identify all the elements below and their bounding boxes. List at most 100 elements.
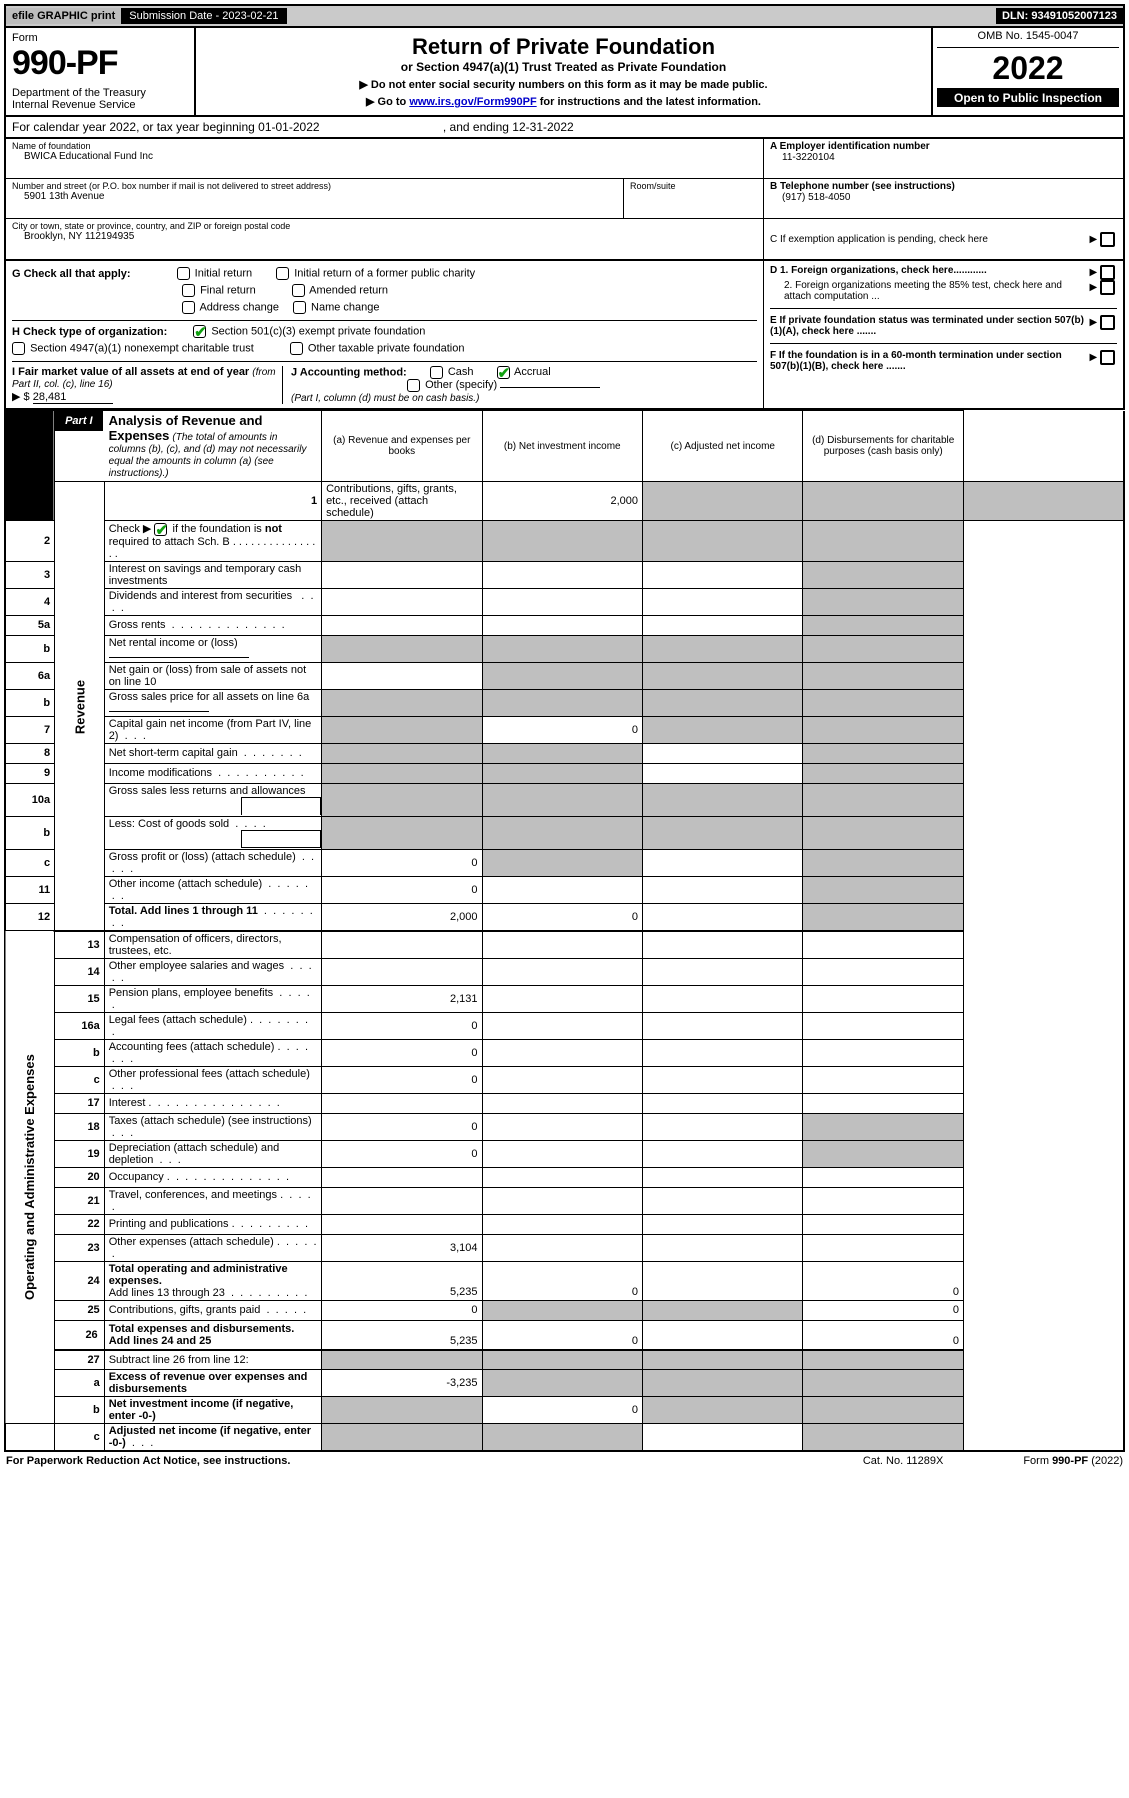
row-num: 13 — [55, 931, 105, 959]
g-initial-former: Initial return of a former public charit… — [294, 267, 475, 279]
row-num: 9 — [5, 763, 55, 783]
h-4947-chk[interactable] — [12, 342, 25, 355]
row-num: 16a — [55, 1012, 105, 1039]
h-other-chk[interactable] — [290, 342, 303, 355]
part-label: Part I — [55, 411, 103, 431]
row-num: b — [5, 635, 55, 662]
form-title: Return of Private Foundation — [206, 34, 921, 60]
row-val-a: 3,104 — [322, 1234, 482, 1261]
row-val-a: 0 — [322, 1300, 482, 1320]
note2-post: for instructions and the latest informat… — [537, 96, 761, 108]
g-final-chk[interactable] — [182, 284, 195, 297]
row-desc: Compensation of officers, directors, tru… — [104, 931, 321, 959]
g-address: Address change — [199, 301, 279, 313]
row-num: 14 — [55, 958, 105, 985]
row-desc: Subtract line 26 from line 12: — [104, 1350, 321, 1370]
cal-mid: , and ending — [443, 120, 512, 134]
row-val-a: 2,131 — [322, 985, 482, 1012]
header-left: Form 990-PF Department of the Treasury I… — [6, 28, 196, 115]
dept-treasury: Department of the Treasury Internal Reve… — [12, 87, 188, 111]
row-desc: Depreciation (attach schedule) and deple… — [104, 1140, 321, 1167]
row-num: b — [5, 689, 55, 716]
row-num: c — [55, 1424, 105, 1452]
h-501c3-chk[interactable] — [193, 325, 206, 338]
cal-prefix: For calendar year 2022, or tax year begi… — [12, 120, 258, 134]
row-desc: Total. Add lines 1 through 11 . . . . . … — [104, 903, 321, 931]
d1-chk[interactable] — [1100, 265, 1115, 280]
i-value: 28,481 — [33, 391, 113, 404]
j-other-chk[interactable] — [407, 379, 420, 392]
c-checkbox[interactable] — [1100, 232, 1115, 247]
top-bar: efile GRAPHIC print Submission Date - 20… — [4, 4, 1125, 28]
row-val-a: -3,235 — [322, 1370, 482, 1397]
row-desc: Travel, conferences, and meetings . . . … — [104, 1187, 321, 1214]
row-val-a: 0 — [322, 1140, 482, 1167]
row-num: 15 — [55, 985, 105, 1012]
col-d: (d) Disbursements for charitable purpose… — [803, 411, 963, 482]
row-val-b: 0 — [482, 903, 642, 931]
row-val-b: 0 — [482, 1397, 642, 1424]
g-name-chk[interactable] — [293, 301, 306, 314]
row-desc: Legal fees (attach schedule) . . . . . .… — [104, 1012, 321, 1039]
name-label: Name of foundation — [12, 141, 757, 151]
row-num: 4 — [5, 588, 55, 615]
row-val-a: 5,235 — [322, 1320, 482, 1350]
g-name: Name change — [311, 301, 380, 313]
addr-label: Number and street (or P.O. box number if… — [12, 181, 617, 191]
irs-link[interactable]: www.irs.gov/Form990PF — [409, 96, 536, 108]
h-other: Other taxable private foundation — [308, 342, 465, 354]
g-initial-former-chk[interactable] — [276, 267, 289, 280]
row-desc: Occupancy . . . . . . . . . . . . . . — [104, 1167, 321, 1187]
row-num: c — [55, 1066, 105, 1093]
h-4947: Section 4947(a)(1) nonexempt charitable … — [30, 342, 254, 354]
row-num: 25 — [55, 1300, 105, 1320]
d2-chk[interactable] — [1100, 280, 1115, 295]
row-val-b: 0 — [482, 716, 642, 743]
row-desc: Capital gain net income (from Part IV, l… — [104, 716, 321, 743]
schb-chk[interactable] — [154, 523, 167, 536]
goto-note: ▶ Go to www.irs.gov/Form990PF for instru… — [206, 95, 921, 108]
form-number: 990-PF — [12, 44, 188, 83]
page-footer: For Paperwork Reduction Act Notice, see … — [4, 1452, 1125, 1470]
g-initial-chk[interactable] — [177, 267, 190, 280]
row-val-b: 0 — [482, 1261, 642, 1300]
row-num: b — [55, 1397, 105, 1424]
cat-no: Cat. No. 11289X — [863, 1455, 1024, 1467]
j-accrual-chk[interactable] — [497, 366, 510, 379]
g-amended-chk[interactable] — [292, 284, 305, 297]
j-cash-chk[interactable] — [430, 366, 443, 379]
header-center: Return of Private Foundation or Section … — [196, 28, 933, 115]
row-num: 19 — [55, 1140, 105, 1167]
g-address-chk[interactable] — [182, 301, 195, 314]
j-other: Other (specify) — [425, 379, 497, 391]
row-desc: Accounting fees (attach schedule) . . . … — [104, 1039, 321, 1066]
g-final: Final return — [200, 284, 256, 296]
row-desc: Adjusted net income (if negative, enter … — [104, 1424, 321, 1452]
row-desc: Gross profit or (loss) (attach schedule)… — [104, 849, 321, 876]
revenue-label: Revenue — [55, 482, 105, 931]
e-chk[interactable] — [1100, 315, 1115, 330]
form-subtitle: or Section 4947(a)(1) Trust Treated as P… — [206, 60, 921, 74]
h-label: H Check type of organization: — [12, 326, 167, 338]
row-desc: Other income (attach schedule) . . . . .… — [104, 876, 321, 903]
row-desc: Income modifications . . . . . . . . . . — [104, 763, 321, 783]
open-inspection: Open to Public Inspection — [937, 89, 1119, 107]
g-amended: Amended return — [309, 284, 388, 296]
calendar-year-row: For calendar year 2022, or tax year begi… — [4, 117, 1125, 139]
row-desc: Contributions, gifts, grants paid . . . … — [104, 1300, 321, 1320]
row-num: 8 — [5, 743, 55, 763]
row-num: 12 — [5, 903, 55, 931]
room-label: Room/suite — [630, 181, 757, 191]
j-cash: Cash — [448, 366, 474, 378]
row-val-a: 0 — [322, 876, 482, 903]
h-501c3: Section 501(c)(3) exempt private foundat… — [211, 325, 425, 337]
f-chk[interactable] — [1100, 350, 1115, 365]
row-num: 27 — [55, 1350, 105, 1370]
e-label: E If private foundation status was termi… — [770, 315, 1090, 337]
row-val-a: 0 — [322, 1066, 482, 1093]
row-desc: Interest on savings and temporary cash i… — [104, 561, 321, 588]
row-num: 2 — [5, 521, 55, 562]
row-val-a: 2,000 — [322, 903, 482, 931]
row-desc: Taxes (attach schedule) (see instruction… — [104, 1113, 321, 1140]
dln-label: DLN: 93491052007123 — [996, 8, 1123, 24]
